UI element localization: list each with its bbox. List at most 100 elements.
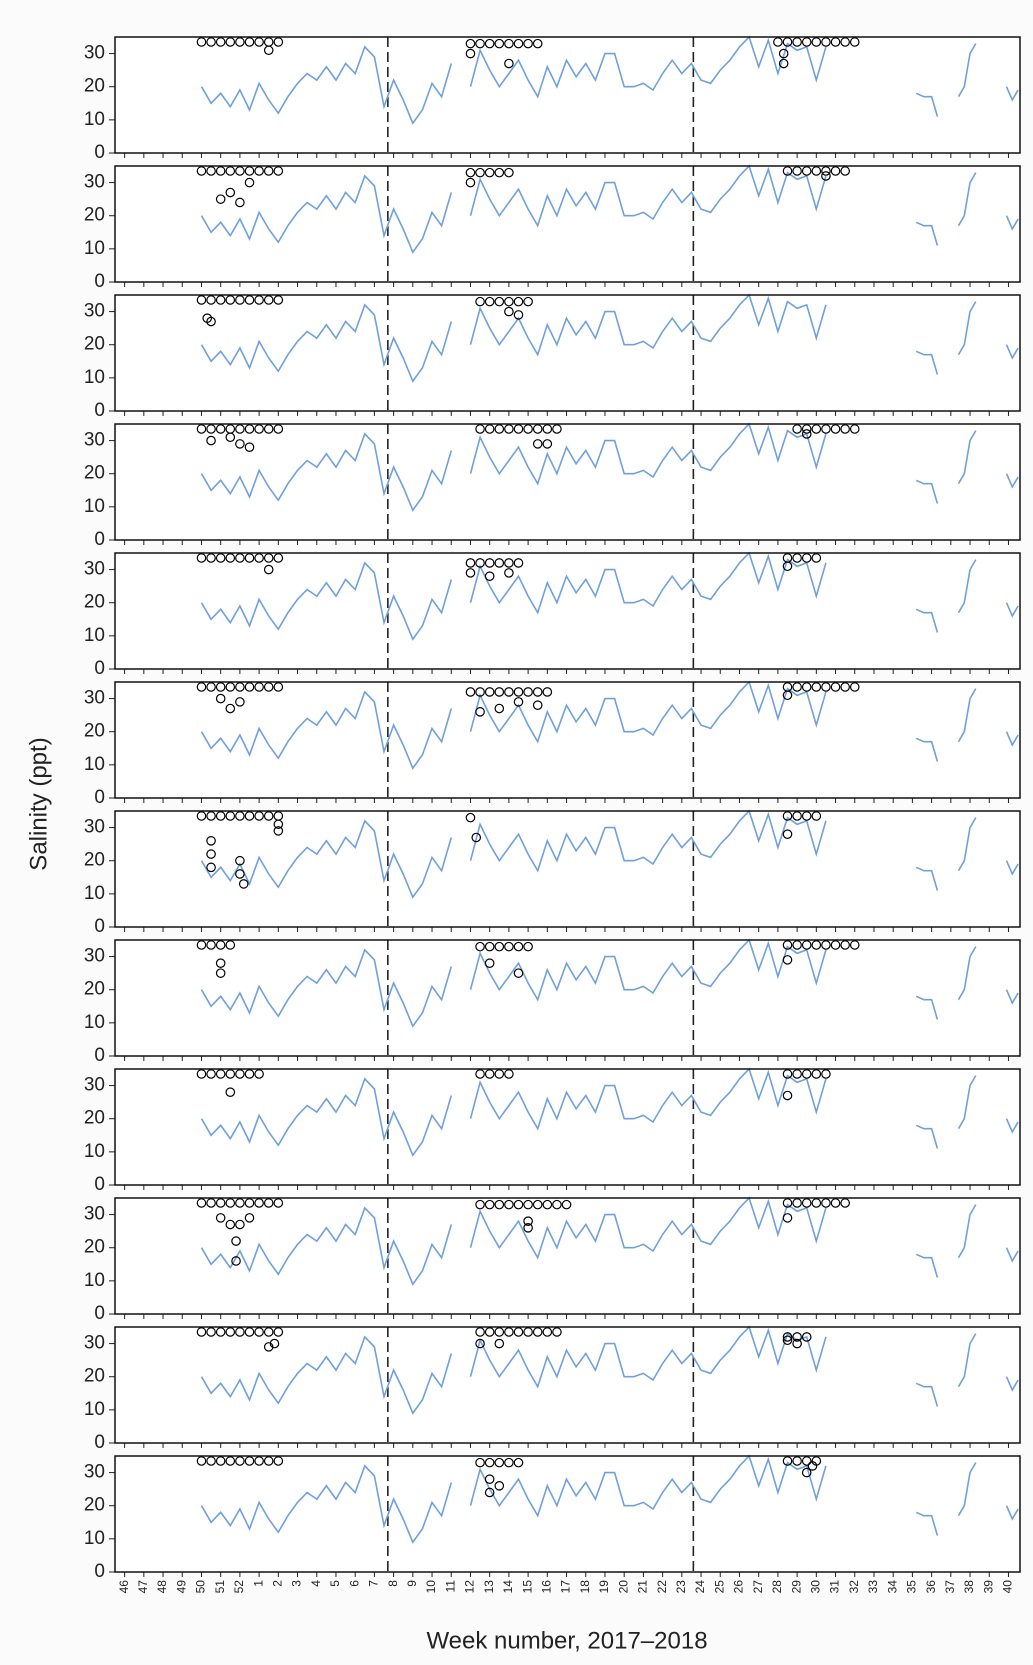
fish-point <box>484 1199 495 1210</box>
fish-point <box>801 1467 812 1478</box>
fish-point <box>504 558 514 568</box>
fish-point <box>196 424 207 434</box>
fish-point <box>792 424 802 434</box>
fish-point <box>235 697 245 707</box>
fish-point <box>821 1069 831 1079</box>
fish-point <box>215 194 226 204</box>
fish-point <box>782 1090 793 1101</box>
fish-point <box>254 1327 264 1337</box>
fish-point <box>196 295 207 305</box>
y-tick-label: 30 <box>84 1075 105 1096</box>
fish-point <box>235 424 245 434</box>
y-tick-label: 10 <box>84 109 105 130</box>
fish-point <box>475 558 485 568</box>
fish-point <box>273 826 284 836</box>
fish-point <box>215 1327 226 1337</box>
x-tick-label: 13 <box>482 1580 496 1594</box>
fish-point <box>225 940 236 950</box>
fish-point <box>849 37 860 47</box>
fish-point <box>532 700 543 710</box>
y-tick-label: 10 <box>84 625 105 646</box>
y-tick-label: 10 <box>84 367 105 388</box>
fish-point <box>475 1199 485 1210</box>
fish-point <box>475 1338 485 1349</box>
fish-point <box>782 166 793 176</box>
fish-point <box>840 37 850 47</box>
fish-point <box>552 1327 562 1337</box>
x-tick-label: 31 <box>828 1580 842 1594</box>
panel-frame <box>114 1455 1021 1573</box>
panel-bg <box>115 1327 1020 1443</box>
x-tick-label: 1 <box>251 1580 265 1587</box>
fish-point <box>263 295 274 305</box>
fish-point <box>782 1213 793 1223</box>
fish-point <box>504 424 514 434</box>
fish-point <box>273 553 284 563</box>
fish-point <box>475 38 485 49</box>
fish-point <box>273 682 284 692</box>
salinity-line <box>200 1325 1019 1415</box>
fish-point <box>206 1327 216 1337</box>
fish-point <box>778 48 789 59</box>
fish-point <box>225 811 236 821</box>
panel-bg <box>115 166 1020 282</box>
fish-point <box>849 940 860 950</box>
fish-point <box>494 167 505 178</box>
fish-point <box>782 1069 793 1079</box>
fish-point <box>494 296 505 307</box>
fish-point <box>231 1256 241 1266</box>
fish-point <box>840 682 850 692</box>
fish-point <box>269 1338 280 1349</box>
fish-point <box>484 1457 495 1468</box>
fish-point <box>263 166 274 176</box>
x-tick-label: 40 <box>1001 1580 1015 1594</box>
fish-point <box>782 955 793 965</box>
fish-point <box>254 166 264 176</box>
x-tick-label: 23 <box>674 1580 688 1594</box>
fish-point <box>244 682 255 692</box>
fish-point <box>542 1199 553 1210</box>
fish-point <box>273 424 284 434</box>
fish-point <box>254 682 264 692</box>
fish-point <box>840 166 850 176</box>
fish-point <box>475 1457 485 1468</box>
fish-point <box>801 553 812 563</box>
panel-bg <box>115 1069 1020 1185</box>
fish-point <box>254 37 264 47</box>
fish-point <box>244 295 255 305</box>
fish-point <box>782 37 793 47</box>
fish-point <box>811 553 822 563</box>
x-tick-label: 22 <box>655 1580 669 1594</box>
x-tick-label: 18 <box>578 1580 592 1594</box>
fish-point <box>206 836 216 846</box>
fish-point <box>504 1457 514 1468</box>
y-tick-label: 20 <box>84 1366 105 1387</box>
y-tick-label: 10 <box>84 1399 105 1420</box>
fish-point <box>244 37 255 47</box>
fish-point <box>254 1456 264 1466</box>
fish-point <box>542 439 553 449</box>
fish-point <box>523 687 533 697</box>
fish-point <box>225 1069 236 1079</box>
fish-point <box>254 1069 264 1079</box>
y-tick-label: 20 <box>84 721 105 742</box>
fish-point <box>215 1069 226 1079</box>
y-tick-label: 30 <box>84 688 105 709</box>
panel-bg <box>115 1198 1020 1314</box>
y-tick-label: 20 <box>84 592 105 613</box>
fish-point <box>263 1198 274 1208</box>
salinity-line <box>200 164 1019 254</box>
y-tick-label: 20 <box>84 463 105 484</box>
fish-point <box>475 687 485 697</box>
fish-point <box>542 687 553 697</box>
fish-point <box>513 558 524 568</box>
fish-point <box>484 167 495 178</box>
y-tick-label: 20 <box>84 979 105 1000</box>
fish-point <box>513 1327 524 1337</box>
fish-point <box>273 819 284 830</box>
y-tick-label: 10 <box>84 1141 105 1162</box>
fish-point <box>196 1198 207 1208</box>
fish-point <box>532 1327 543 1337</box>
fish-point <box>244 442 255 452</box>
fish-point <box>254 553 264 563</box>
